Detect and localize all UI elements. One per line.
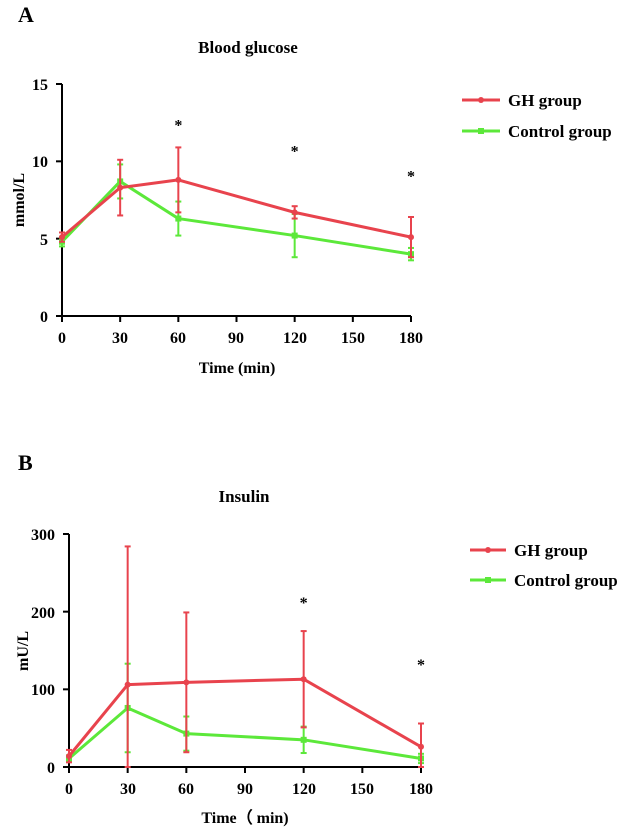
- y-tick-label: 0: [40, 309, 48, 326]
- y-tick-label: 200: [31, 605, 55, 622]
- x-tick-label: 150: [341, 330, 365, 347]
- y-axis-label-b: mU/L: [15, 631, 32, 671]
- data-point-gh: [66, 753, 72, 760]
- x-tick-label: 0: [58, 330, 66, 347]
- y-tick-label: 300: [31, 527, 55, 544]
- series-line-gh: [67, 677, 422, 758]
- plot-area-b: **: [63, 533, 425, 773]
- x-tick-label: 150: [350, 781, 374, 798]
- y-ticks-b: 0 100 200 300: [31, 527, 55, 777]
- x-tick-label: 120: [292, 781, 316, 798]
- y-tick-label: 10: [32, 154, 48, 171]
- data-point-control: [175, 215, 182, 222]
- legend-item-control: Control group: [470, 571, 618, 590]
- x-tick-label: 180: [409, 781, 433, 798]
- x-tick-label: 60: [170, 330, 186, 347]
- x-ticks-b: 0 30 60 90 120 150 180: [65, 781, 433, 798]
- y-axis-label-a: mmol/L: [11, 173, 28, 227]
- y-tick-label: 100: [31, 682, 55, 699]
- legend-label-control: Control group: [508, 122, 612, 141]
- legend-marker-control: [485, 577, 491, 583]
- significance-marker: *: [291, 144, 299, 161]
- significance-marker: *: [174, 117, 182, 134]
- legend-b: GH group Control group: [470, 541, 618, 590]
- x-tick-label: 30: [112, 330, 128, 347]
- data-point-gh: [291, 209, 298, 216]
- panel-label-b: B: [18, 450, 33, 475]
- x-tick-label: 120: [283, 330, 307, 347]
- legend-item-gh: GH group: [470, 541, 588, 560]
- chart-title-a: Blood glucose: [198, 38, 298, 57]
- significance-marker: *: [300, 595, 308, 612]
- data-point-control: [291, 232, 298, 239]
- x-axis-label-b: Time（ min): [201, 809, 288, 827]
- y-tick-label: 15: [32, 77, 48, 94]
- y-tick-label: 5: [40, 232, 48, 249]
- data-point-gh: [175, 176, 182, 183]
- legend-label-gh: GH group: [508, 91, 582, 110]
- legend-item-gh: GH group: [462, 91, 582, 110]
- legend-label-control: Control group: [514, 571, 618, 590]
- y-ticks-a: 0 5 10 15: [32, 77, 48, 326]
- significance-marker: *: [407, 168, 415, 185]
- x-tick-label: 90: [228, 330, 244, 347]
- legend-marker-gh: [478, 97, 484, 103]
- x-tick-label: 30: [120, 781, 136, 798]
- data-point-control: [300, 736, 307, 743]
- significance-marker: *: [417, 657, 425, 674]
- y-tick-label: 0: [47, 760, 55, 777]
- data-point-gh: [183, 679, 190, 686]
- x-ticks-a: 0 30 60 90 120 150 180: [58, 330, 423, 347]
- legend-item-control: Control group: [462, 122, 612, 141]
- legend-marker-control: [478, 128, 484, 134]
- data-point-gh: [300, 676, 307, 683]
- data-point-gh: [408, 234, 414, 241]
- plot-area-a: * * *: [56, 83, 415, 322]
- x-tick-label: 180: [399, 330, 423, 347]
- data-point-gh: [418, 743, 424, 750]
- panel-a: A Blood glucose mmol/L Time (min) 0 5 10…: [11, 2, 612, 377]
- panel-label-a: A: [18, 2, 34, 27]
- panel-b: B Insulin mU/L Time（ min) 0 100 200 300 …: [15, 450, 618, 827]
- data-point-gh: [124, 681, 131, 688]
- data-point-gh: [117, 184, 124, 191]
- x-tick-label: 60: [178, 781, 194, 798]
- x-axis-label-a: Time (min): [199, 360, 276, 377]
- legend-marker-gh: [485, 547, 491, 553]
- legend-label-gh: GH group: [514, 541, 588, 560]
- chart-title-b: Insulin: [218, 487, 270, 506]
- data-point-gh: [59, 234, 65, 241]
- x-tick-label: 90: [237, 781, 253, 798]
- legend-a: GH group Control group: [462, 91, 612, 141]
- x-tick-label: 0: [65, 781, 73, 798]
